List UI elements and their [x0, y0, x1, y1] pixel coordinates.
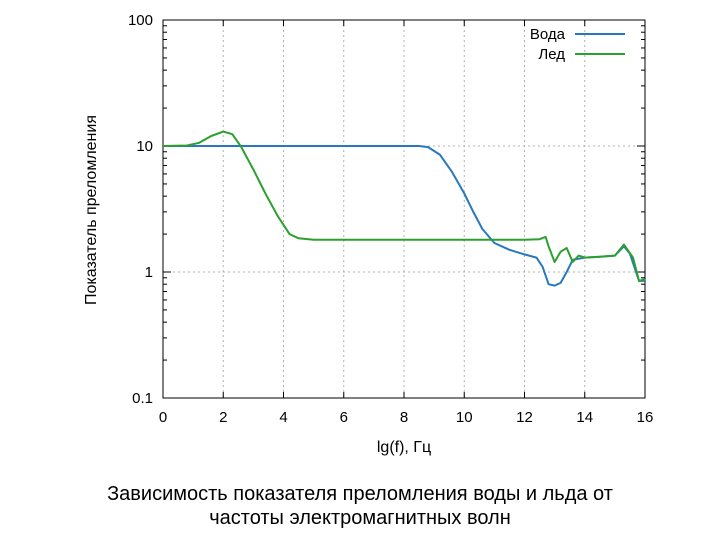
- legend-label-2: Лед: [538, 46, 565, 63]
- x-tick-label: 10: [456, 409, 473, 426]
- x-tick-label: 12: [516, 409, 533, 426]
- y-tick-label: 10: [136, 138, 153, 155]
- series-line-2: [162, 130, 646, 282]
- x-tick-label: 6: [340, 409, 348, 426]
- chart: 0 2 4 6 8 10 12 14 16 0.1 1 10 100 Показатель прелом…: [83, 12, 653, 456]
- x-axis-label: lg(f), Гц: [377, 439, 431, 456]
- x-tick-label: 4: [279, 409, 287, 426]
- axis-ticks: 0 2 4 6 8 10 12 14 16 0.1 1 10 100: [128, 12, 653, 426]
- series: [162, 130, 646, 287]
- legend: Вода Лед: [530, 26, 625, 63]
- y-axis-label: Показатель преломления: [83, 115, 100, 305]
- caption-line-1: Зависимость показателя преломления воды …: [107, 483, 613, 505]
- grid: [163, 20, 645, 398]
- x-tick-label: 0: [159, 409, 167, 426]
- caption-line-2: частоты электромагнитных волн: [209, 507, 511, 529]
- x-tick-label: 2: [219, 409, 227, 426]
- y-tick-label: 100: [128, 12, 153, 29]
- y-tick-label: 0.1: [132, 390, 153, 407]
- y-tick-label: 1: [145, 264, 153, 281]
- legend-label-1: Вода: [530, 26, 566, 43]
- figure-caption: Зависимость показателя преломления воды …: [0, 482, 720, 530]
- x-tick-label: 16: [637, 409, 654, 426]
- x-tick-label: 14: [576, 409, 593, 426]
- x-tick-label: 8: [400, 409, 408, 426]
